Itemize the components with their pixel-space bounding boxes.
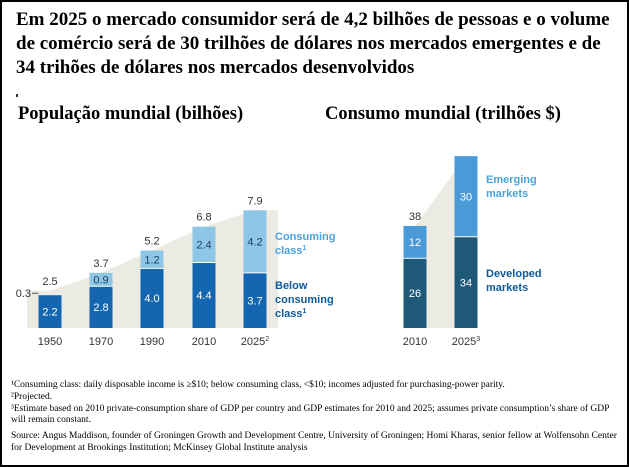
bar-below-consuming: [89, 286, 113, 328]
consuming-value-label: 0.3: [16, 288, 31, 300]
below-value-label: 2.8: [93, 302, 108, 314]
bar-emerging: [454, 156, 478, 237]
bar-below-consuming: [38, 295, 62, 328]
developed-markets-label: Developed: [486, 268, 542, 280]
footnote-1: ¹Consuming class: daily disposable incom…: [11, 380, 505, 390]
total-value-label: 3.7: [93, 258, 108, 270]
consuming-value-label: 4.2: [247, 237, 262, 249]
bar-developed: [454, 236, 478, 328]
bar-consuming: [192, 226, 216, 263]
below-value-label: 2.2: [42, 307, 57, 319]
consumption-chart: 26 12 38 2010 34 30 20253: [403, 156, 480, 348]
total-value-label: 6.8: [196, 212, 211, 224]
footnotes: ¹Consuming class: daily disposable incom…: [11, 380, 623, 455]
population-chart-title: População mundial (bilhões): [18, 104, 244, 124]
below-consuming-label-2: consuming: [275, 294, 334, 306]
headline: Em 2025 o mercado consumidor será de 4,2…: [16, 9, 610, 78]
below-value-label: 4.4: [196, 290, 211, 302]
emerging-value-label: 12: [409, 237, 421, 249]
bar-emerging: [403, 225, 427, 259]
total-value-label: 5.2: [144, 236, 159, 248]
below-consuming-label-3: class1: [275, 308, 307, 320]
x-tick-label: 20252: [241, 336, 269, 348]
bar-consuming: [89, 272, 113, 287]
source-note: Source: Angus Maddison, founder of Groni…: [11, 431, 617, 453]
x-tick-label: 1970: [89, 336, 113, 348]
x-tick-label: 2010: [192, 336, 216, 348]
population-chart: 2.2 2.5 1950 0.9 2.8 3.7 1970 1.2 4.0 5.2 1990 2.4 4…: [16, 195, 278, 348]
consuming-value-label: 1.2: [144, 254, 159, 266]
stray-mark: [16, 94, 18, 97]
emerging-markets-label: Emerging: [486, 174, 537, 186]
x-tick-label: 20253: [452, 336, 480, 348]
total-value-label: 2.5: [42, 276, 57, 288]
x-tick-label: 2010: [403, 336, 427, 348]
emerging-value-label: 30: [460, 191, 472, 203]
bar-consuming: [140, 250, 164, 269]
series-labels: Consuming class1 Below consuming class1 …: [275, 174, 542, 320]
developed-markets-label-2: markets: [486, 282, 528, 294]
consuming-class-label-2: class1: [275, 245, 307, 257]
x-tick-label: 1990: [140, 336, 164, 348]
x-tick-label: 1950: [38, 336, 62, 348]
below-value-label: 3.7: [247, 295, 262, 307]
below-value-label: 4.0: [144, 293, 159, 305]
consuming-value-label: 0.9: [93, 275, 108, 287]
footnote-3: ³Estimate based on 2010 private-consumpt…: [11, 403, 610, 426]
emerging-markets-label-2: markets: [486, 188, 528, 200]
bar-below-consuming: [243, 272, 267, 328]
bar-consuming: [243, 210, 267, 273]
below-consuming-label: Below: [275, 280, 308, 292]
footnote-2: ²Projected.: [11, 391, 53, 402]
bar-developed: [403, 258, 427, 328]
total-value-label: 38: [409, 211, 421, 223]
developed-value-label: 34: [460, 277, 472, 289]
developed-value-label: 26: [409, 288, 421, 300]
consumption-chart-title: Consumo mundial (trilhões $): [325, 104, 561, 124]
total-value-label: 7.9: [247, 195, 262, 207]
consuming-value-label: 2.4: [196, 240, 211, 252]
bar-below-consuming: [140, 268, 164, 328]
consuming-class-label: Consuming: [275, 231, 336, 243]
bar-below-consuming: [192, 262, 216, 328]
